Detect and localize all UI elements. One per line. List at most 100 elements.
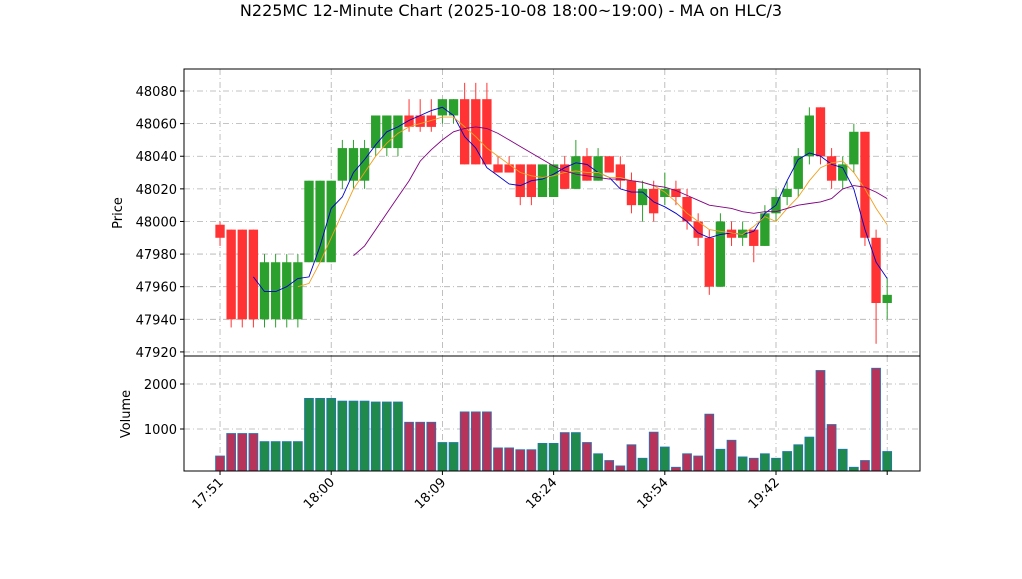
candle-body [849, 131, 859, 165]
candle-body [704, 237, 714, 287]
volume-bar [771, 457, 781, 472]
candle-body [715, 221, 726, 287]
candle-body [826, 156, 837, 181]
volume-bar [704, 413, 715, 472]
volume-bar [559, 432, 570, 472]
y-tick-label: 48020 [136, 183, 177, 198]
volume-bar [593, 453, 603, 472]
volume-bar [582, 442, 592, 472]
y-tick-label: 47960 [136, 281, 177, 296]
volume-bar [426, 421, 437, 472]
volume-bar [270, 441, 281, 472]
volume-bar [615, 465, 626, 472]
volume-bar [437, 442, 448, 472]
volume-bar [448, 442, 459, 472]
volume-bar [637, 457, 648, 472]
volume-bar [782, 451, 792, 472]
candle-body [626, 180, 637, 206]
volume-bar [459, 411, 470, 472]
candle-body [671, 188, 681, 198]
volume-bar [415, 421, 426, 472]
candle-body [860, 131, 870, 238]
volume-bar [215, 455, 225, 472]
volume-frame [183, 355, 921, 472]
volume-tick-label: 2000 [144, 378, 177, 393]
candle-body [637, 188, 648, 206]
volume-bar [537, 443, 548, 472]
candle-body [660, 188, 670, 198]
candle-body [215, 224, 225, 238]
candle-body [482, 99, 492, 165]
candle-body [804, 115, 815, 157]
volume-bar [281, 441, 292, 472]
volume-bar [571, 432, 581, 472]
candle-body [448, 99, 459, 116]
candle-body [504, 164, 514, 173]
candle-body [838, 164, 848, 181]
y-tick-label: 47940 [136, 313, 177, 328]
volume-bar [826, 424, 837, 472]
candle-body [459, 99, 470, 165]
candle-body [259, 262, 270, 320]
candle-body [749, 229, 759, 246]
candle-body [760, 213, 770, 246]
y-tick-label: 48080 [136, 85, 177, 100]
candle-body [726, 229, 737, 238]
volume-bar [837, 448, 848, 472]
volume-bar [381, 401, 392, 472]
candle-body [415, 115, 425, 127]
volume-bar [337, 400, 348, 472]
candle-body [593, 156, 603, 181]
candle-body [471, 99, 481, 165]
candle-body [793, 156, 803, 189]
candle-body [548, 164, 559, 198]
candle-body [582, 156, 592, 181]
volume-bar [648, 431, 659, 472]
candle-body [237, 229, 247, 320]
candle-body [326, 180, 336, 263]
candle-body [426, 115, 436, 127]
candle-body [682, 197, 692, 222]
volume-bar [882, 451, 893, 472]
volume-bar [504, 447, 514, 472]
y-tick-label: 48000 [136, 215, 177, 230]
volume-bar [760, 453, 770, 472]
volume-bar [348, 400, 359, 472]
y-tick-label: 47920 [136, 346, 177, 361]
volume-bar [315, 397, 325, 472]
volume-bar [482, 411, 492, 472]
volume-bar [237, 433, 248, 472]
ma-line [297, 116, 888, 288]
volume-bar [748, 457, 759, 472]
candle-body [371, 115, 381, 149]
volume-bar [259, 441, 270, 472]
volume-bar [815, 370, 826, 472]
y-tick-label: 48060 [136, 118, 177, 133]
candle-body [493, 164, 503, 173]
candle-body [871, 237, 881, 304]
y-tick-label: 47980 [136, 248, 177, 263]
candle-body [348, 148, 359, 181]
candle-body [615, 164, 625, 181]
candle-body [226, 229, 236, 320]
volume-bar [671, 466, 681, 472]
candle-body [782, 188, 792, 198]
volume-bar [248, 433, 259, 472]
volume-bar [493, 447, 503, 472]
volume-bar [626, 444, 637, 472]
candle-body [248, 229, 259, 320]
volume-bar [871, 367, 881, 472]
volume-bar [659, 446, 670, 472]
candle-body [560, 164, 570, 189]
candle-body [737, 229, 748, 238]
candle-body [882, 294, 892, 304]
candle-body [282, 262, 292, 320]
volume-bar [515, 449, 526, 472]
candle-body [515, 164, 525, 198]
volume-bar [737, 456, 748, 472]
volume-bar [359, 400, 370, 472]
volume-bar [715, 448, 726, 472]
volume-tick-label: 1000 [144, 423, 177, 438]
volume-bar [860, 460, 870, 472]
